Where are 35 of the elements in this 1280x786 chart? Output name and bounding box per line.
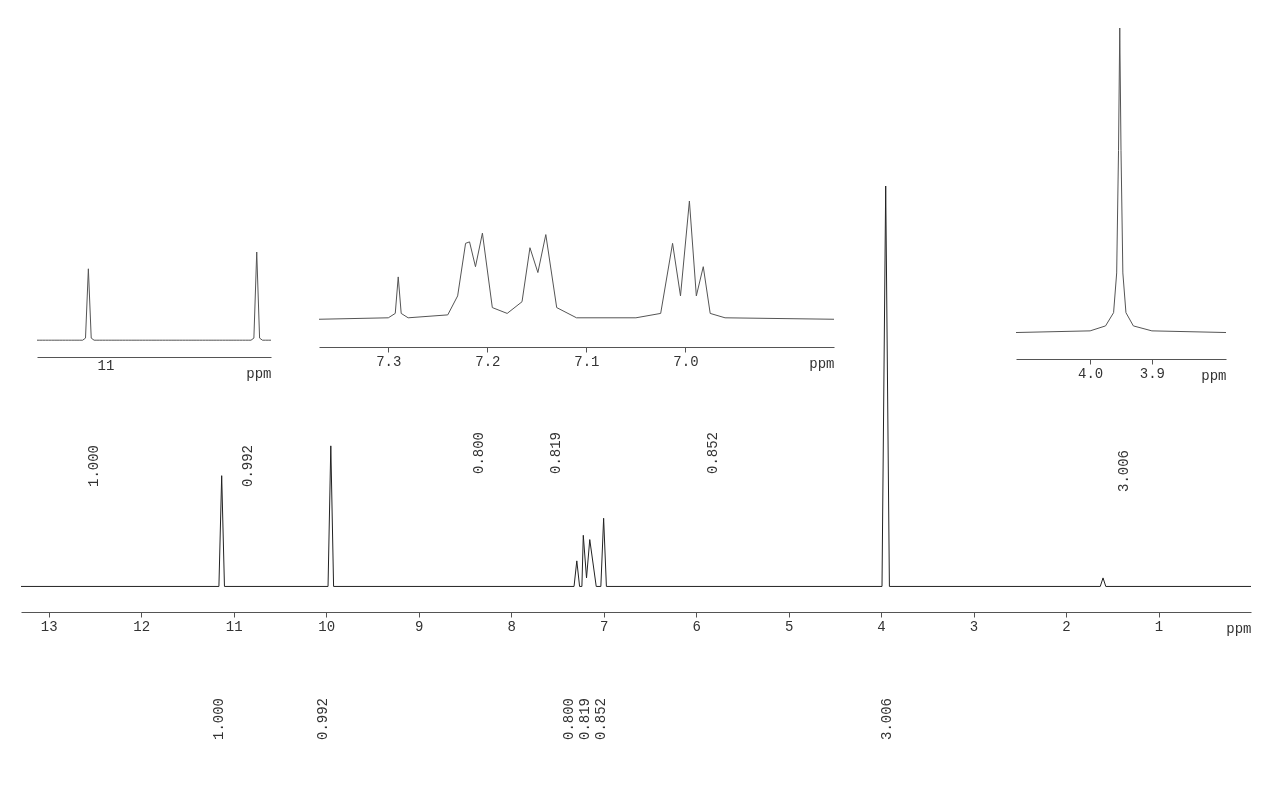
x-axis-title: ppm <box>1226 620 1252 637</box>
x-tick-label: 3 <box>969 618 979 635</box>
x-tick-label: 4.0 <box>1078 365 1104 382</box>
annotation: 0.992 <box>240 444 256 488</box>
x-tick-label: 10 <box>318 618 336 635</box>
x-tick-label: 11 <box>225 618 243 635</box>
x-tick-label: 6 <box>692 618 701 635</box>
x-axis-title: ppm <box>809 355 835 372</box>
x-tick-label: 7.1 <box>574 353 600 370</box>
x-tick-label: 12 <box>133 618 151 635</box>
x-tick-label: 7.2 <box>475 353 501 370</box>
annotation: 0.852 <box>705 431 721 475</box>
annotation: 0.800 <box>471 431 487 475</box>
text: 0.992 <box>315 697 331 741</box>
text: 0.800 <box>561 697 577 741</box>
text: 0.819 <box>577 697 593 741</box>
x-tick-label: 7.3 <box>376 353 402 370</box>
x-tick-label: 4 <box>877 618 886 635</box>
text: 0.852 <box>593 697 609 741</box>
text: 3.006 <box>879 697 895 741</box>
x-axis-title: ppm <box>246 365 272 382</box>
x-tick-label: 13 <box>40 618 58 635</box>
x-axis-title: ppm <box>1201 367 1227 384</box>
annotation: 3.006 <box>1116 449 1132 493</box>
x-tick-label: 5 <box>784 618 794 635</box>
text: 1.000 <box>211 697 227 741</box>
x-tick-label: 2 <box>1062 618 1071 635</box>
x-tick-label: 7.0 <box>673 353 699 370</box>
x-tick-label: 8 <box>507 618 516 635</box>
x-tick-label: 9 <box>414 618 424 635</box>
x-tick-label: 3.9 <box>1139 365 1165 382</box>
x-tick-label: 7 <box>599 618 609 635</box>
annotation: 1.000 <box>86 444 102 488</box>
annotation: 0.819 <box>548 431 564 475</box>
x-tick-label: 1 <box>1154 618 1164 635</box>
